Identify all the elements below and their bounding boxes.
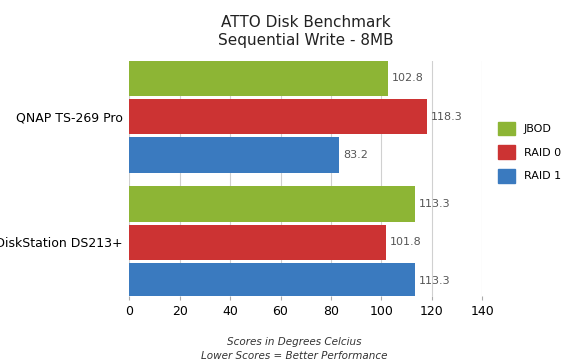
- Legend: JBOD, RAID 0, RAID 1: JBOD, RAID 0, RAID 1: [495, 118, 564, 186]
- Bar: [129, 225, 386, 260]
- Text: 101.8: 101.8: [390, 238, 422, 247]
- Text: Scores in Degrees Celcius: Scores in Degrees Celcius: [227, 336, 361, 347]
- Text: 113.3: 113.3: [419, 199, 450, 209]
- Text: 83.2: 83.2: [343, 150, 368, 160]
- Text: 118.3: 118.3: [431, 112, 463, 122]
- Text: 102.8: 102.8: [392, 73, 424, 83]
- Text: 113.3: 113.3: [419, 276, 450, 286]
- Bar: [129, 263, 415, 299]
- Bar: [129, 60, 389, 96]
- Text: Lower Scores = Better Performance: Lower Scores = Better Performance: [201, 351, 387, 361]
- Bar: [129, 138, 339, 173]
- Bar: [129, 186, 415, 222]
- Bar: [129, 99, 427, 134]
- Title: ATTO Disk Benchmark
Sequential Write - 8MB: ATTO Disk Benchmark Sequential Write - 8…: [218, 15, 393, 48]
